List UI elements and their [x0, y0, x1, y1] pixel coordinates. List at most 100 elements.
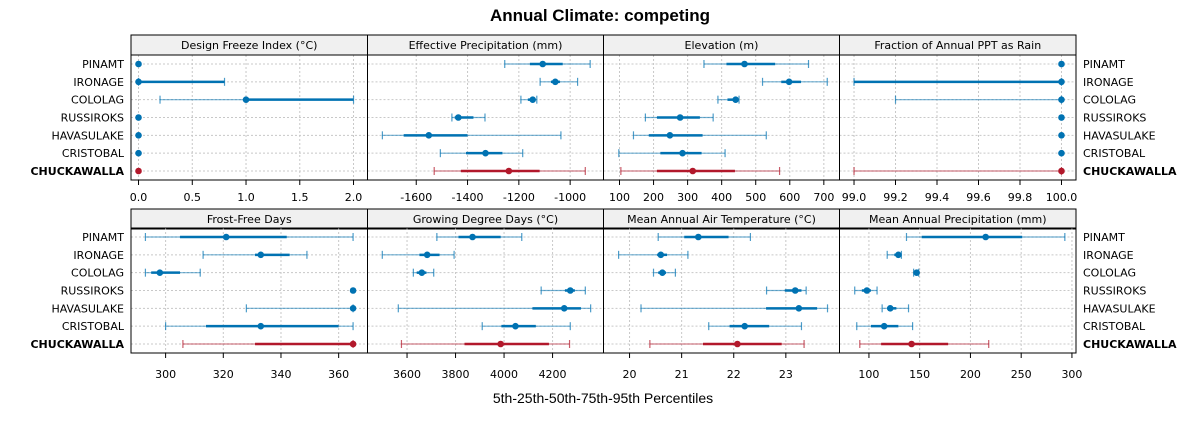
x-tick-label: 99.4: [925, 191, 950, 204]
interval-cristobal: [481, 322, 571, 331]
row-label-right: IRONAGE: [1083, 249, 1134, 262]
row-label-right: CRISTOBAL: [1083, 320, 1146, 333]
median-point: [135, 78, 142, 86]
interval-cristobal: [856, 322, 914, 331]
interval-havasulake: [640, 304, 829, 313]
row-label-left: IRONAGE: [73, 76, 124, 89]
x-tick-label: 600: [779, 191, 800, 204]
x-tick-label: 1.5: [291, 191, 309, 204]
median-point: [676, 114, 684, 121]
row-label-right: COLOLAG: [1083, 267, 1136, 280]
interval-pinamt: [436, 233, 523, 241]
interval-chuckawalla: [433, 167, 586, 175]
interval-pinamt: [905, 233, 1066, 241]
median-point: [913, 269, 920, 276]
median-point: [257, 251, 265, 259]
x-tick-label: 320: [213, 368, 234, 381]
row-label-right: CHUCKAWALLA: [1083, 165, 1177, 178]
x-tick-label: 3800: [442, 368, 470, 381]
panel-title: Effective Precipitation (mm): [409, 39, 563, 52]
interval-ironage: [853, 77, 1065, 86]
x-tick-label: 1.0: [237, 191, 255, 204]
x-tick-label: -1600: [400, 191, 432, 204]
median-point: [886, 305, 894, 312]
interval-pinamt: [657, 233, 752, 241]
row-label-left: COLOLAG: [71, 94, 124, 107]
median-point: [982, 233, 989, 241]
median-point: [666, 132, 674, 139]
median-point: [505, 167, 513, 175]
row-label-right: PINAMT: [1083, 231, 1125, 244]
row-label-right: IRONAGE: [1083, 76, 1134, 89]
x-tick-label: 99.2: [883, 191, 908, 204]
row-label-right: HAVASULAKE: [1083, 129, 1156, 142]
x-tick-label: 100.0: [1046, 191, 1078, 204]
interval-pinamt: [144, 233, 354, 241]
median-point: [657, 251, 665, 259]
x-tick-label: 340: [270, 368, 291, 381]
row-label-left: IRONAGE: [73, 249, 124, 262]
median-point: [497, 340, 504, 348]
median-point: [734, 340, 741, 348]
x-tick-label: 99.6: [966, 191, 991, 204]
median-point: [135, 132, 142, 139]
x-tick-label: 21: [675, 368, 689, 381]
x-tick-label: 300: [677, 191, 698, 204]
x-tick-label: 4200: [539, 368, 567, 381]
panel-frost-free-days: Frost-Free Days 300 320 340 360: [130, 208, 368, 381]
interval-cristobal: [1058, 149, 1065, 157]
row-label-left: CHUCKAWALLA: [30, 338, 124, 351]
median-point: [732, 96, 739, 103]
median-point: [659, 269, 666, 276]
panel-mean-annual-air-temperature-c: Mean Annual Air Temperature (°C) 20 21 22 23: [603, 208, 840, 381]
interval-ironage: [135, 77, 226, 86]
median-point: [1058, 114, 1065, 121]
x-tick-label: 20: [623, 368, 637, 381]
x-tick-label: 250: [1011, 368, 1032, 381]
interval-pinamt: [504, 60, 591, 68]
panel-strip: [839, 208, 1077, 230]
median-point: [482, 149, 489, 157]
row-label-left: RUSSIROKS: [61, 112, 124, 125]
row-label-right: CRISTOBAL: [1083, 147, 1146, 160]
median-point: [1058, 149, 1065, 157]
median-point: [1058, 78, 1065, 86]
interval-russiroks: [135, 114, 142, 121]
interval-cololag: [717, 95, 740, 104]
interval-ironage: [618, 250, 689, 259]
interval-russiroks: [854, 286, 878, 295]
x-tick-label: 2.0: [345, 191, 363, 204]
median-point: [1058, 96, 1065, 103]
row-label-right: HAVASULAKE: [1083, 302, 1156, 315]
x-tick-label: 100: [609, 191, 630, 204]
median-point: [539, 60, 547, 68]
median-point: [863, 287, 871, 294]
median-point: [1058, 132, 1065, 139]
median-point: [349, 340, 357, 348]
interval-ironage: [886, 250, 903, 259]
interval-cristobal: [165, 322, 354, 331]
median-point: [908, 340, 915, 348]
median-point: [135, 167, 142, 175]
median-point: [679, 149, 686, 157]
interval-russiroks: [644, 113, 714, 122]
x-tick-label: 500: [745, 191, 766, 204]
x-tick-label: 22: [727, 368, 741, 381]
panel-growing-degree-days-c: Growing Degree Days (°C) 3600 3800 4000 4200: [367, 208, 604, 381]
chart-title: Annual Climate: competing: [490, 6, 710, 25]
interval-cololag: [912, 268, 920, 277]
median-point: [529, 96, 536, 103]
median-point: [156, 269, 164, 276]
median-point: [791, 287, 799, 294]
panel-title: Elevation (m): [685, 39, 759, 52]
x-tick-label: 150: [909, 368, 930, 381]
x-tick-label: 23: [779, 368, 793, 381]
x-tick-label: 200: [960, 368, 981, 381]
interval-cristobal: [708, 322, 803, 331]
median-point: [135, 149, 142, 157]
interval-cristobal: [439, 149, 524, 158]
x-tick-label: 0.0: [130, 191, 148, 204]
x-tick-label: 400: [711, 191, 732, 204]
median-point: [455, 114, 462, 121]
x-tick-label: 700: [813, 191, 834, 204]
